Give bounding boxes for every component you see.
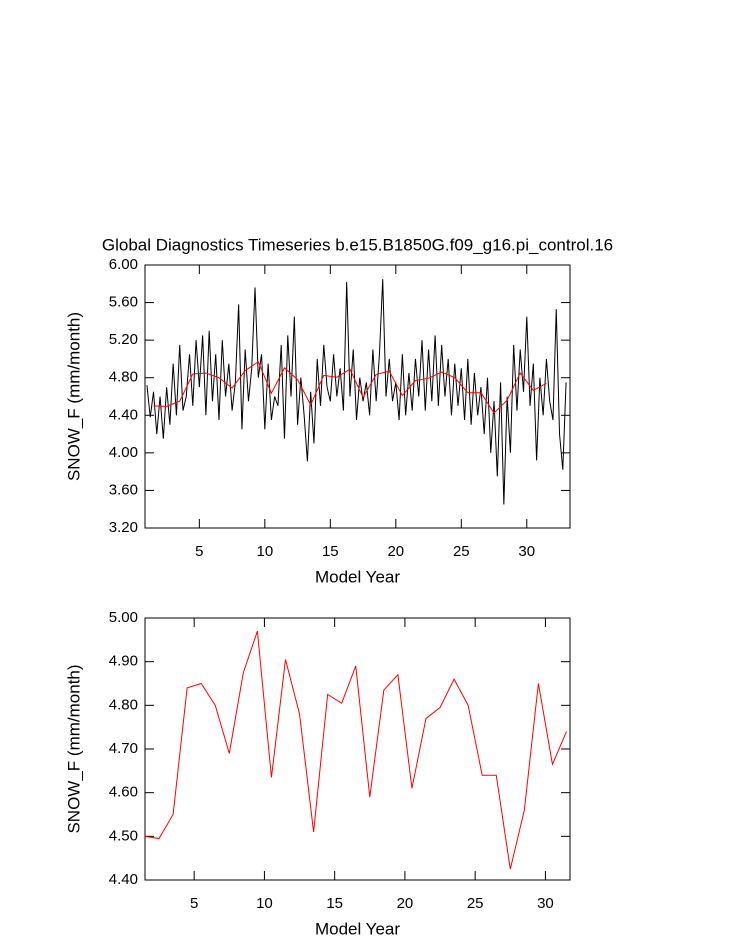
- y-tick-label: 6.00: [109, 256, 138, 273]
- y-tick-label: 4.70: [109, 740, 138, 757]
- x-tick-label: 30: [537, 895, 554, 912]
- x-tick-label: 5: [195, 543, 203, 560]
- y-tick-label: 3.60: [109, 481, 138, 498]
- y-tick-label: 4.80: [109, 696, 138, 713]
- y-tick-label: 4.40: [109, 406, 138, 423]
- y-axis-label: SNOW_F (mm/month): [64, 664, 83, 833]
- data-line: [153, 360, 547, 414]
- y-tick-label: 3.20: [109, 519, 138, 536]
- chart-title: Global Diagnostics Timeseries b.e15.B185…: [102, 235, 613, 254]
- y-tick-label: 5.00: [109, 609, 138, 626]
- y-tick-label: 5.20: [109, 331, 138, 348]
- y-tick-label: 4.00: [109, 444, 138, 461]
- y-tick-label: 4.60: [109, 784, 138, 801]
- plot-frame: [144, 264, 571, 529]
- y-tick-label: 4.80: [109, 369, 138, 386]
- x-tick-label: 20: [387, 543, 404, 560]
- x-tick-label: 25: [453, 543, 470, 560]
- y-tick-label: 4.40: [109, 871, 138, 888]
- x-tick-label: 15: [326, 895, 343, 912]
- x-axis-label: Model Year: [315, 919, 400, 938]
- x-tick-label: 5: [190, 895, 198, 912]
- data-line: [144, 630, 567, 870]
- y-axis-label: SNOW_F (mm/month): [64, 312, 83, 481]
- x-tick-label: 15: [322, 543, 339, 560]
- y-tick-label: 4.50: [109, 827, 138, 844]
- y-tick-label: 4.90: [109, 653, 138, 670]
- x-tick-label: 20: [397, 895, 414, 912]
- x-axis-label: Model Year: [315, 567, 400, 586]
- y-tick-label: 5.60: [109, 294, 138, 311]
- x-tick-label: 30: [518, 543, 535, 560]
- x-tick-label: 10: [256, 543, 273, 560]
- x-tick-label: 10: [256, 895, 273, 912]
- data-line: [146, 279, 567, 505]
- x-tick-label: 25: [467, 895, 484, 912]
